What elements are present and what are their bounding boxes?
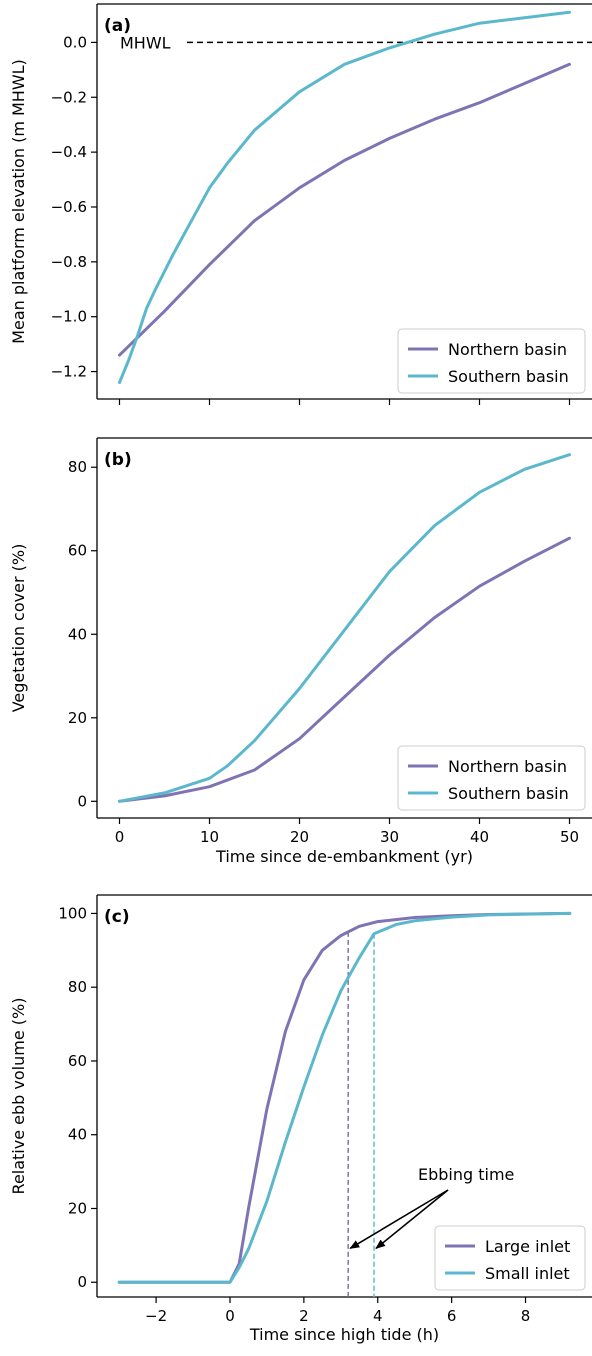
panel-c-legend-label-1: Large inlet <box>485 1237 570 1256</box>
panel-b-legend-label-2: Southern basin <box>448 784 569 803</box>
panel-c-y-tick-label: 80 <box>68 978 87 996</box>
panel-c-x-axis-label: Time since high tide (h) <box>249 1325 439 1344</box>
panel-b-y-tick-label: 20 <box>68 709 87 727</box>
panel-a-mhwl-label: MHWL <box>120 33 171 52</box>
panel-c-y-tick-label: 100 <box>58 904 87 922</box>
panel-b-x-tick-label: 50 <box>560 828 579 846</box>
panel-a-legend: Northern basin Southern basin <box>397 328 586 394</box>
panel-a-y-tick-label: −0.8 <box>51 253 87 271</box>
panel-c-x-tick-label: 4 <box>373 1307 383 1325</box>
panel-c-series-line-1 <box>117 911 572 1284</box>
panel-a-y-tick-label: 0.0 <box>63 33 87 51</box>
panel-c-annotation-arrow-1 <box>349 1189 449 1250</box>
panel-c-legend: Large inlet Small inlet <box>434 1225 586 1291</box>
panel-a-legend-label-2: Southern basin <box>448 367 569 386</box>
panel-a-series-line-2 <box>118 10 571 384</box>
panel-a-y-tick-label: −0.2 <box>51 88 87 106</box>
panel-b-series-line-1 <box>118 536 571 803</box>
panel-a-y-tick-label: −1.0 <box>51 308 87 326</box>
panel-b-y-axis-label: Vegetation cover (%) <box>9 544 28 713</box>
panel-a-legend-box <box>397 328 586 394</box>
panel-b-series-line-2 <box>118 453 571 803</box>
panel-b-legend-label-1: Northern basin <box>448 757 567 776</box>
panel-c-x-tick-label: 8 <box>521 1307 531 1325</box>
panel-c-x-tick-label: 0 <box>225 1307 235 1325</box>
panel-b-legend-box <box>397 745 586 811</box>
panel-b-label: (b) <box>104 450 132 470</box>
panel-b-y-tick-label: 80 <box>68 458 87 476</box>
panel-b-x-tick-label: 10 <box>200 828 219 846</box>
panel-a-series-line-1 <box>118 62 571 357</box>
panel-b-x-tick-label: 40 <box>470 828 489 846</box>
panel-b-y-tick-label: 0 <box>77 792 87 810</box>
panel-c-y-tick-label: 20 <box>68 1199 87 1217</box>
panel-a-y-tick-label: −0.6 <box>51 198 87 216</box>
panel-a-y-tick-label: −0.4 <box>51 143 87 161</box>
panel-b-y-tick-label: 60 <box>68 542 87 560</box>
panel-b-legend: Northern basin Southern basin <box>397 745 586 811</box>
panel-b: (b) 0 10 20 30 40 50 0 20 40 60 80 Time since de-em… <box>9 437 592 866</box>
panel-c-x-tick-label: −2 <box>145 1307 167 1325</box>
panel-b-x-tick-label: 20 <box>290 828 309 846</box>
panel-c-legend-label-2: Small inlet <box>485 1264 570 1283</box>
panel-a-legend-label-1: Northern basin <box>448 340 567 359</box>
panel-c-annotation-arrow-2 <box>375 1189 449 1249</box>
panel-a-y-axis-label: Mean platform elevation (m MHWL) <box>9 59 28 344</box>
panel-c-y-axis-label: Relative ebb volume (%) <box>9 998 28 1195</box>
panel-c-y-tick-label: 0 <box>77 1273 87 1291</box>
panel-b-x-tick-label: 30 <box>380 828 399 846</box>
panel-a: (a) −1.2 −1.0 −0.8 −0.6 −0.4 −0.2 0.0 Mean plat… <box>9 3 592 405</box>
panel-a-label: (a) <box>104 16 131 36</box>
panel-c-y-tick-label: 40 <box>68 1126 87 1144</box>
panel-c-series-line-2 <box>117 911 572 1284</box>
panel-c-label: (c) <box>104 907 130 927</box>
panel-c-y-tick-label: 60 <box>68 1052 87 1070</box>
panel-c-x-tick-label: 2 <box>299 1307 309 1325</box>
panel-b-y-tick-label: 40 <box>68 625 87 643</box>
panel-b-x-tick-label: 0 <box>115 828 125 846</box>
panel-a-y-tick-label: −1.2 <box>51 363 87 381</box>
panel-c-x-tick-label: 6 <box>447 1307 457 1325</box>
panel-b-x-axis-label: Time since de-embankment (yr) <box>215 847 473 866</box>
panel-c-annotation-text: Ebbing time <box>418 1165 514 1184</box>
